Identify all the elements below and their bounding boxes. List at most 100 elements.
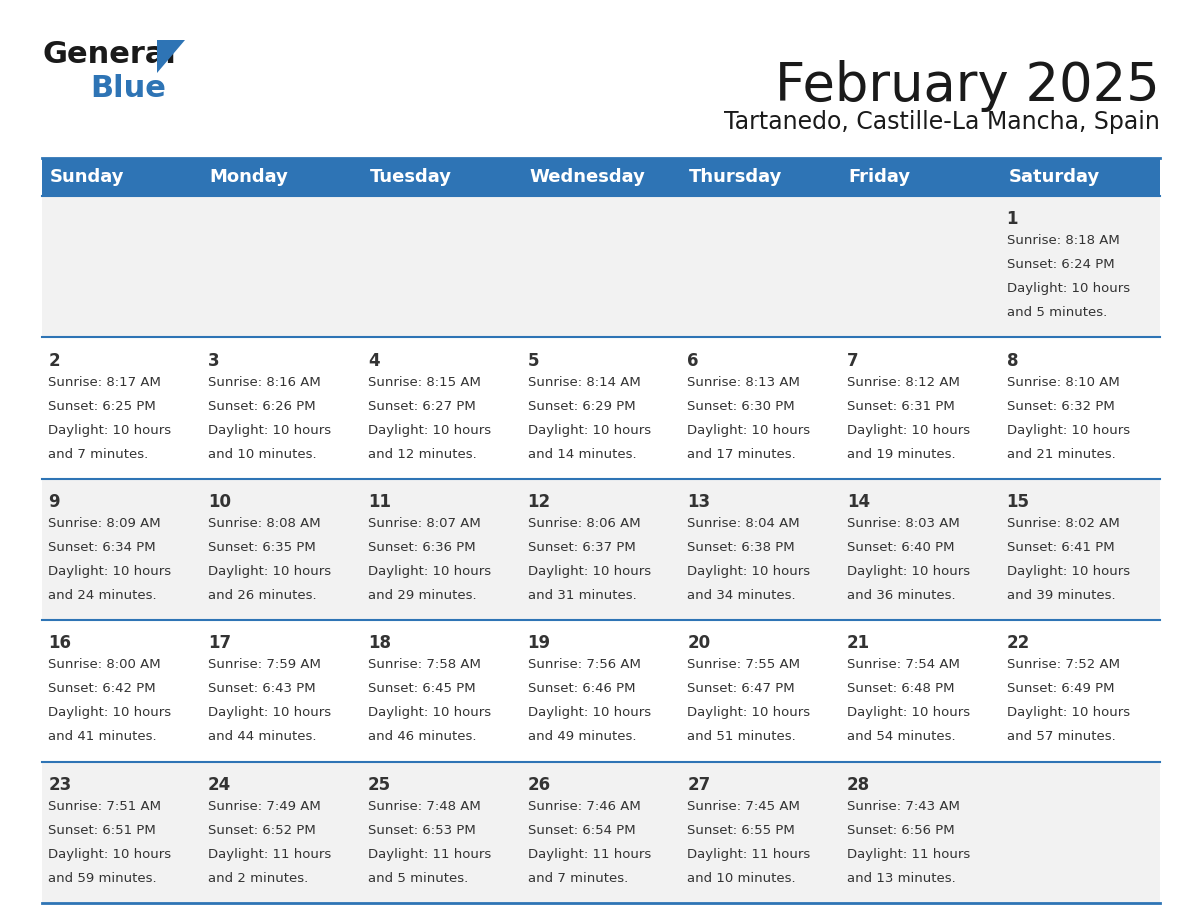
Text: 22: 22: [1006, 634, 1030, 653]
Text: and 39 minutes.: and 39 minutes.: [1006, 589, 1116, 602]
Text: Daylight: 10 hours: Daylight: 10 hours: [687, 565, 810, 578]
Text: 14: 14: [847, 493, 870, 511]
Text: 12: 12: [527, 493, 551, 511]
Text: Sunrise: 8:15 AM: Sunrise: 8:15 AM: [368, 375, 481, 388]
Text: Sunrise: 7:54 AM: Sunrise: 7:54 AM: [847, 658, 960, 671]
Text: Sunrise: 7:51 AM: Sunrise: 7:51 AM: [49, 800, 162, 812]
Text: and 12 minutes.: and 12 minutes.: [368, 448, 476, 461]
Text: Daylight: 10 hours: Daylight: 10 hours: [208, 565, 331, 578]
Text: 16: 16: [49, 634, 71, 653]
Text: Daylight: 10 hours: Daylight: 10 hours: [1006, 282, 1130, 296]
Text: Sunset: 6:26 PM: Sunset: 6:26 PM: [208, 399, 316, 412]
Text: and 2 minutes.: and 2 minutes.: [208, 872, 309, 885]
Text: Daylight: 10 hours: Daylight: 10 hours: [49, 707, 171, 720]
Text: 8: 8: [1006, 352, 1018, 370]
Text: 1: 1: [1006, 210, 1018, 229]
FancyBboxPatch shape: [42, 621, 1159, 762]
FancyBboxPatch shape: [42, 762, 1159, 903]
Text: 27: 27: [687, 776, 710, 794]
Text: Daylight: 10 hours: Daylight: 10 hours: [527, 423, 651, 437]
Text: and 41 minutes.: and 41 minutes.: [49, 731, 157, 744]
Text: Sunrise: 8:08 AM: Sunrise: 8:08 AM: [208, 517, 321, 530]
Text: Blue: Blue: [90, 74, 166, 103]
Text: 23: 23: [49, 776, 71, 794]
Text: Sunrise: 8:02 AM: Sunrise: 8:02 AM: [1006, 517, 1119, 530]
Text: Sunset: 6:53 PM: Sunset: 6:53 PM: [368, 823, 475, 837]
Text: Sunrise: 7:55 AM: Sunrise: 7:55 AM: [687, 658, 801, 671]
Text: Daylight: 11 hours: Daylight: 11 hours: [527, 848, 651, 861]
Text: Daylight: 10 hours: Daylight: 10 hours: [49, 848, 171, 861]
Text: February 2025: February 2025: [776, 60, 1159, 112]
FancyBboxPatch shape: [42, 158, 1159, 196]
Text: Sunset: 6:25 PM: Sunset: 6:25 PM: [49, 399, 156, 412]
Text: and 14 minutes.: and 14 minutes.: [527, 448, 636, 461]
Text: and 49 minutes.: and 49 minutes.: [527, 731, 636, 744]
Text: Tuesday: Tuesday: [369, 168, 451, 186]
Text: and 7 minutes.: and 7 minutes.: [527, 872, 627, 885]
Text: and 57 minutes.: and 57 minutes.: [1006, 731, 1116, 744]
Text: 6: 6: [687, 352, 699, 370]
Text: Sunset: 6:38 PM: Sunset: 6:38 PM: [687, 541, 795, 554]
Text: Sunset: 6:42 PM: Sunset: 6:42 PM: [49, 682, 156, 696]
Text: Sunset: 6:51 PM: Sunset: 6:51 PM: [49, 823, 156, 837]
Text: Sunset: 6:40 PM: Sunset: 6:40 PM: [847, 541, 954, 554]
Text: Saturday: Saturday: [1009, 168, 1100, 186]
Text: Sunset: 6:56 PM: Sunset: 6:56 PM: [847, 823, 955, 837]
Text: Sunrise: 7:45 AM: Sunrise: 7:45 AM: [687, 800, 801, 812]
Text: 10: 10: [208, 493, 232, 511]
Text: 15: 15: [1006, 493, 1030, 511]
Text: and 51 minutes.: and 51 minutes.: [687, 731, 796, 744]
Text: Daylight: 10 hours: Daylight: 10 hours: [847, 707, 971, 720]
Text: Sunrise: 8:09 AM: Sunrise: 8:09 AM: [49, 517, 162, 530]
Text: 21: 21: [847, 634, 870, 653]
Text: and 54 minutes.: and 54 minutes.: [847, 731, 955, 744]
Text: Sunrise: 8:04 AM: Sunrise: 8:04 AM: [687, 517, 800, 530]
Text: Daylight: 10 hours: Daylight: 10 hours: [1006, 707, 1130, 720]
Text: Daylight: 10 hours: Daylight: 10 hours: [527, 707, 651, 720]
Text: and 24 minutes.: and 24 minutes.: [49, 589, 157, 602]
Text: Sunrise: 8:13 AM: Sunrise: 8:13 AM: [687, 375, 801, 388]
Text: Daylight: 11 hours: Daylight: 11 hours: [847, 848, 971, 861]
Text: Thursday: Thursday: [689, 168, 782, 186]
Text: Sunset: 6:29 PM: Sunset: 6:29 PM: [527, 399, 636, 412]
Text: Sunrise: 7:52 AM: Sunrise: 7:52 AM: [1006, 658, 1119, 671]
Text: Friday: Friday: [848, 168, 911, 186]
Text: Sunset: 6:55 PM: Sunset: 6:55 PM: [687, 823, 795, 837]
Text: 11: 11: [368, 493, 391, 511]
Text: Sunset: 6:49 PM: Sunset: 6:49 PM: [1006, 682, 1114, 696]
Text: 19: 19: [527, 634, 551, 653]
Text: and 26 minutes.: and 26 minutes.: [208, 589, 317, 602]
Text: 2: 2: [49, 352, 61, 370]
Text: 18: 18: [368, 634, 391, 653]
Text: General: General: [42, 40, 176, 69]
Text: 24: 24: [208, 776, 232, 794]
Text: and 13 minutes.: and 13 minutes.: [847, 872, 955, 885]
Text: Sunrise: 7:46 AM: Sunrise: 7:46 AM: [527, 800, 640, 812]
Text: and 36 minutes.: and 36 minutes.: [847, 589, 955, 602]
Text: Sunset: 6:41 PM: Sunset: 6:41 PM: [1006, 541, 1114, 554]
Text: Sunset: 6:54 PM: Sunset: 6:54 PM: [527, 823, 636, 837]
Text: Sunrise: 7:59 AM: Sunrise: 7:59 AM: [208, 658, 321, 671]
Polygon shape: [157, 40, 185, 73]
Text: 3: 3: [208, 352, 220, 370]
Text: and 10 minutes.: and 10 minutes.: [687, 872, 796, 885]
Text: Daylight: 10 hours: Daylight: 10 hours: [368, 565, 491, 578]
Text: Sunset: 6:45 PM: Sunset: 6:45 PM: [368, 682, 475, 696]
Text: Daylight: 11 hours: Daylight: 11 hours: [368, 848, 491, 861]
Text: Sunset: 6:34 PM: Sunset: 6:34 PM: [49, 541, 156, 554]
Text: Sunset: 6:47 PM: Sunset: 6:47 PM: [687, 682, 795, 696]
Text: Sunrise: 8:10 AM: Sunrise: 8:10 AM: [1006, 375, 1119, 388]
Text: Sunset: 6:32 PM: Sunset: 6:32 PM: [1006, 399, 1114, 412]
Text: Sunrise: 7:48 AM: Sunrise: 7:48 AM: [368, 800, 481, 812]
Text: and 34 minutes.: and 34 minutes.: [687, 589, 796, 602]
Text: Sunset: 6:46 PM: Sunset: 6:46 PM: [527, 682, 636, 696]
Text: Sunrise: 8:18 AM: Sunrise: 8:18 AM: [1006, 234, 1119, 247]
Text: Sunset: 6:43 PM: Sunset: 6:43 PM: [208, 682, 316, 696]
Text: Daylight: 10 hours: Daylight: 10 hours: [1006, 565, 1130, 578]
FancyBboxPatch shape: [42, 196, 1159, 338]
Text: 28: 28: [847, 776, 870, 794]
Text: Daylight: 10 hours: Daylight: 10 hours: [208, 423, 331, 437]
Text: Sunset: 6:27 PM: Sunset: 6:27 PM: [368, 399, 475, 412]
FancyBboxPatch shape: [42, 338, 1159, 479]
Text: Sunday: Sunday: [50, 168, 125, 186]
